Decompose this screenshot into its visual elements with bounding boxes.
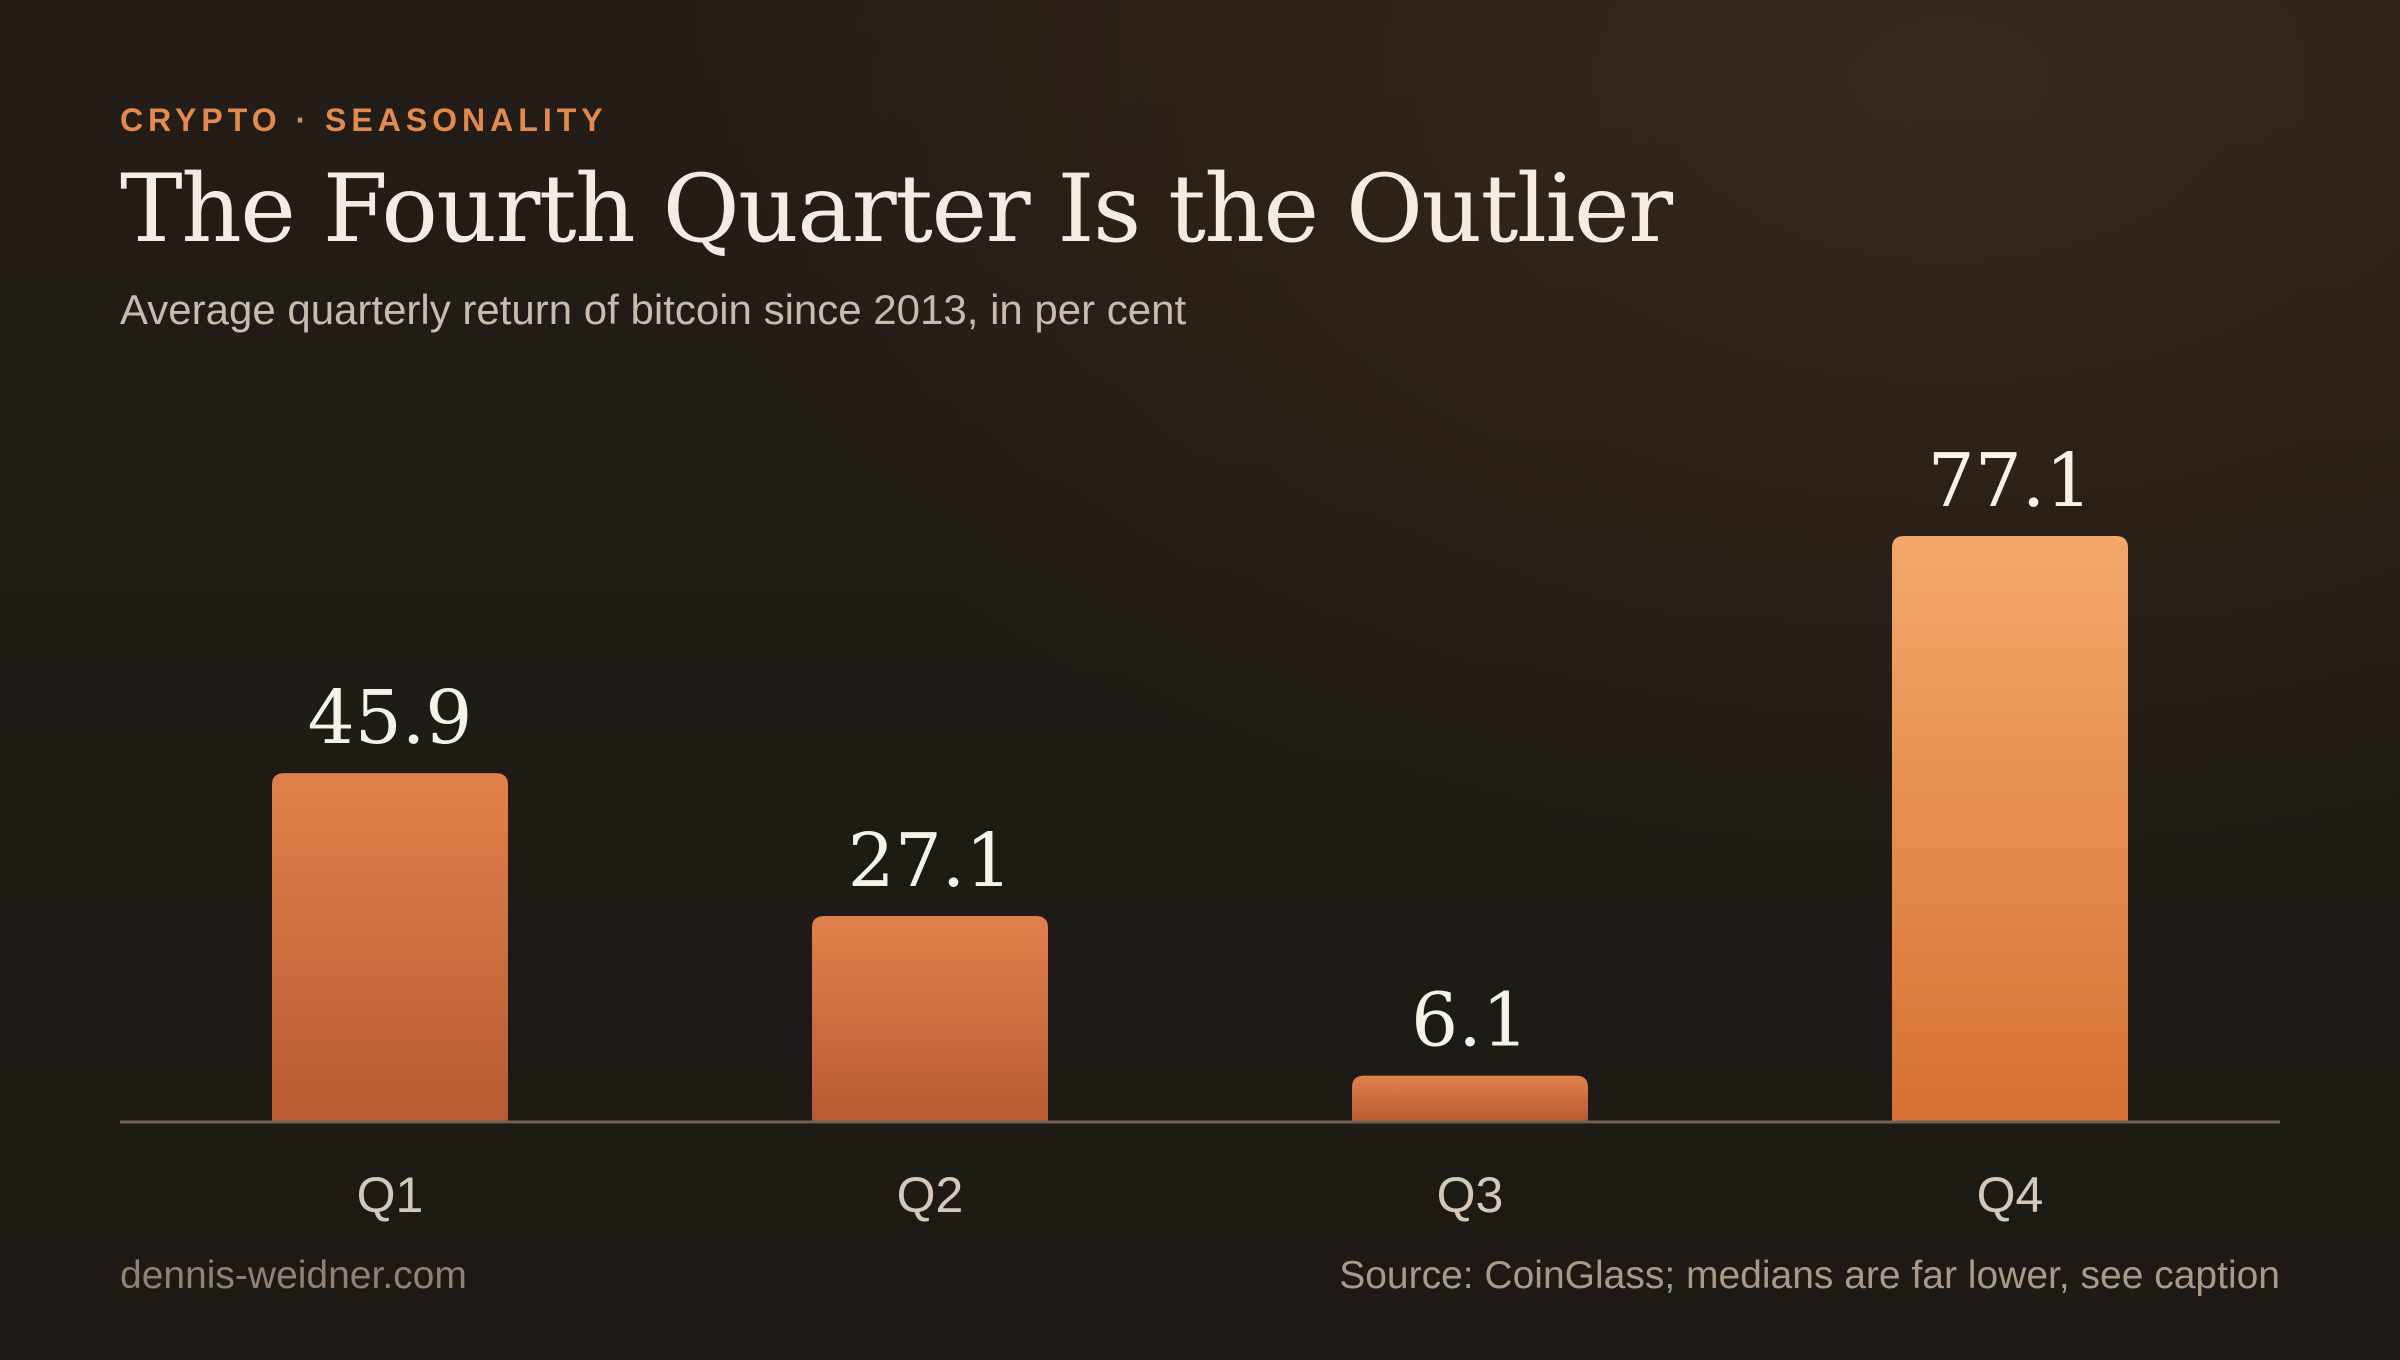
value-label-q4: 77.1	[1928, 438, 2093, 524]
eyebrow-label: CRYPTO · SEASONALITY	[120, 102, 608, 138]
bar-q3	[1352, 1075, 1588, 1122]
source-note: Source: CoinGlass; medians are far lower…	[1339, 1254, 2280, 1297]
bar-q1	[272, 773, 508, 1122]
chart-subtitle: Average quarterly return of bitcoin sinc…	[120, 286, 1187, 333]
site-credit: dennis-weidner.com	[120, 1254, 467, 1297]
value-label-q3: 6.1	[1411, 978, 1529, 1064]
category-label-q1: Q1	[357, 1167, 424, 1223]
bar-q4	[1892, 536, 2128, 1122]
bar-q2	[812, 916, 1048, 1122]
chart-title: The Fourth Quarter Is the Outlier	[120, 155, 1673, 264]
category-label-q4: Q4	[1977, 1167, 2044, 1223]
category-label-q3: Q3	[1437, 1167, 1504, 1223]
category-label-q2: Q2	[897, 1167, 964, 1223]
value-label-q1: 45.9	[308, 675, 473, 761]
value-label-q2: 27.1	[848, 818, 1013, 904]
